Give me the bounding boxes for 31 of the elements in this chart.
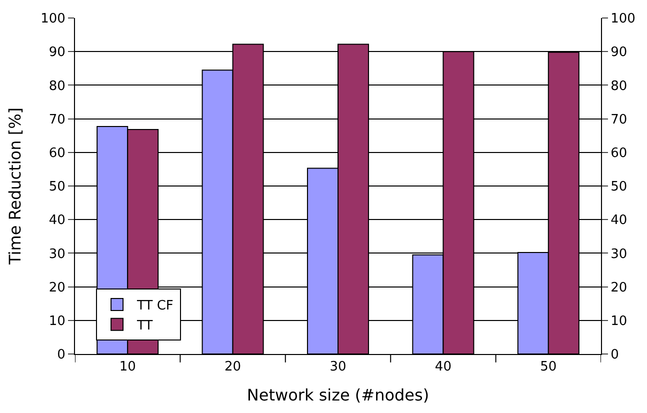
y-tick-label: 100 <box>40 12 66 27</box>
x-tick-label: 50 <box>540 360 557 375</box>
legend-label: TT CF <box>136 298 174 314</box>
y-tick-label: 20 <box>48 280 66 296</box>
y2-tick-label: 60 <box>610 146 628 161</box>
x-tick-label: 20 <box>224 360 242 375</box>
y2-tick-label: 70 <box>610 112 628 128</box>
y2-tick-label: 0 <box>610 348 619 363</box>
y-tick-label: 40 <box>48 213 66 228</box>
y-tick-label: 10 <box>48 314 66 329</box>
y2-tick-label: 80 <box>610 78 628 94</box>
y2-tick-label: 40 <box>610 213 628 228</box>
y2-tick-label: 90 <box>610 45 628 60</box>
legend-label: TT <box>136 318 153 334</box>
y-tick-label: 50 <box>48 180 66 195</box>
y-tick-label: 90 <box>48 45 66 60</box>
y2-tick-label: 50 <box>610 180 628 195</box>
y-tick-label: 0 <box>57 348 66 363</box>
y2-tick-label: 100 <box>610 12 636 27</box>
y2-tick-label: 30 <box>610 246 628 262</box>
y-tick-label: 30 <box>48 246 66 262</box>
y-tick-label: 80 <box>48 78 66 94</box>
y-tick-label: 70 <box>48 112 66 128</box>
y-tick-label: 60 <box>48 146 66 161</box>
y2-tick-label: 10 <box>610 314 628 329</box>
y2-tick-label: 20 <box>610 280 628 296</box>
x-tick-label: 30 <box>330 360 346 375</box>
x-tick-label: 40 <box>434 360 452 375</box>
y-axis-title: Time Reduction [%] <box>5 108 24 266</box>
x-axis-title: Network size (#nodes) <box>246 385 430 404</box>
x-tick-label: 10 <box>119 360 136 375</box>
